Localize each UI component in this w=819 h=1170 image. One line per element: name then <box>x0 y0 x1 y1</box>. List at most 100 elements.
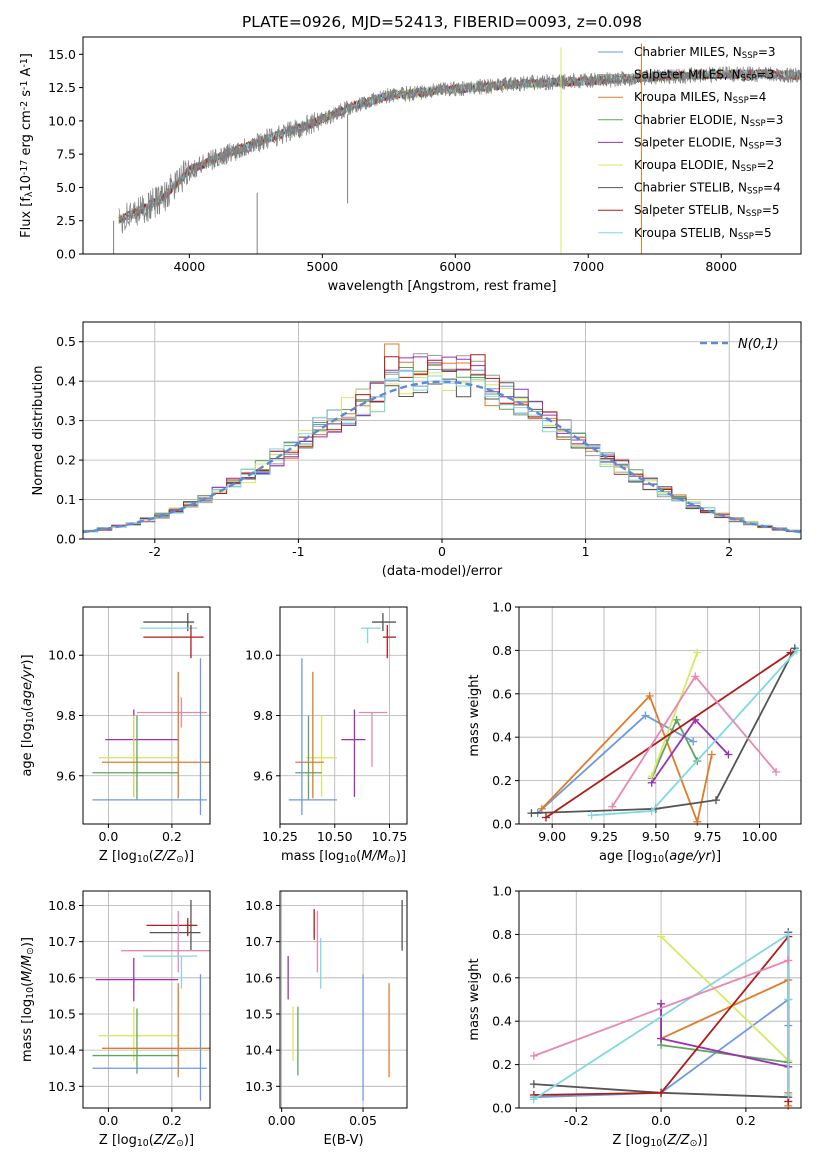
axes-frame <box>518 606 802 825</box>
x-tick-label: 0.2 <box>162 829 182 844</box>
y-tick-label: 0.2 <box>492 1057 512 1072</box>
legend-label: Salpeter ELODIE, NSSP=3 <box>634 135 782 151</box>
x-tick-label: -2 <box>149 544 161 559</box>
y-tick-label: 10.6 <box>48 970 76 985</box>
histogram-step <box>83 369 801 534</box>
plot-area <box>529 928 793 1110</box>
weight-line <box>541 694 713 825</box>
legend-label: Salpeter MILES, NSSP=3 <box>634 68 774 84</box>
x-axis-label: E(B-V) <box>323 1133 363 1148</box>
x-tick-label: 0.00 <box>268 1113 296 1128</box>
y-axis-label: mass weight <box>467 674 482 756</box>
weight-line <box>533 932 790 1101</box>
legend-label: Chabrier STELIB, NSSP=4 <box>634 181 781 197</box>
x-tick-label: 10.75 <box>372 829 408 844</box>
y-tick-label: 10.0 <box>245 648 273 663</box>
plot-area <box>287 900 403 1101</box>
x-tick-label: 9.75 <box>694 829 722 844</box>
y-tick-label: 10.6 <box>245 970 273 985</box>
y-axis-label: age [log10(age/yr)] <box>20 654 36 776</box>
axes-frame <box>279 890 408 1109</box>
y-tick-label: 0.4 <box>56 374 76 389</box>
x-tick-label: 4000 <box>173 259 205 274</box>
x-tick-label: 0.0 <box>651 1113 671 1128</box>
y-tick-label: 10.3 <box>245 1079 273 1094</box>
figure-title: PLATE=0926, MJD=52413, FIBERID=0093, z=0… <box>242 13 642 31</box>
panel-Z-mass: 0.0 0.2 10.3 10.4 10.5 10.6 10.7 10.8 Z [log10(Z… <box>20 890 211 1149</box>
x-tick-label: 10.25 <box>262 829 298 844</box>
y-tick-label: 0.0 <box>492 817 512 832</box>
y-tick-label: 9.6 <box>253 768 273 783</box>
y-tick-label: 0.1 <box>56 492 76 507</box>
panel-mass-age: 10.25 10.50 10.75 9.6 9.8 10.0 mass [log10(M/M… <box>245 606 408 865</box>
plot-area <box>92 900 210 1101</box>
x-tick-label: 6000 <box>439 259 471 274</box>
axes-frame <box>82 890 211 1109</box>
y-axis-label: mass weight <box>467 958 482 1040</box>
axes-frame <box>518 890 802 1109</box>
y-tick-label: 1.0 <box>492 884 512 899</box>
y-tick-label: 0.4 <box>492 1014 512 1029</box>
y-tick-label: 0.0 <box>56 532 76 547</box>
weight-line <box>533 959 789 1057</box>
y-tick-label: 10.7 <box>245 934 273 949</box>
x-tick-label: 0.0 <box>98 1113 118 1128</box>
y-tick-label: 9.8 <box>56 708 76 723</box>
weight-line <box>537 714 694 814</box>
y-tick-label: 7.5 <box>56 147 76 162</box>
panel-Z-age: 0.0 0.2 9.6 9.8 10.0 Z [log10(Z/Z⊙)] age [log1… <box>20 606 211 865</box>
plot-area <box>92 613 210 815</box>
x-tick-label: 2 <box>725 544 733 559</box>
legend-label: N(0,1) <box>738 337 779 352</box>
x-axis-label: Z [log10(Z/Z⊙)] <box>99 849 194 865</box>
y-tick-label: 1.0 <box>492 600 512 615</box>
y-tick-label: 12.5 <box>48 80 76 95</box>
x-tick-label: 0.05 <box>349 1113 377 1128</box>
panel-age-weight: 9.00 9.25 9.50 9.75 10.00 0.0 0.2 0.4 0.6 0.8 1.0 a… <box>467 600 802 865</box>
y-tick-label: 0.8 <box>492 643 512 658</box>
y-tick-label: 0.2 <box>56 453 76 468</box>
y-tick-label: 10.5 <box>245 1006 273 1021</box>
gaussian-curve <box>83 380 801 534</box>
y-axis-label: Flux [fλ10-17 erg cm-2 s-1 A-1] <box>19 53 35 238</box>
x-axis-label: Z [log10(Z/Z⊙)] <box>612 1133 707 1149</box>
weight-line <box>660 935 789 1061</box>
plot-layer: 4000 5000 6000 7000 80000.02.55.07.510.012.5… <box>19 36 802 1149</box>
x-tick-label: 7000 <box>572 259 604 274</box>
legend-label: Kroupa MILES, NSSP=4 <box>634 90 766 106</box>
y-tick-label: 9.6 <box>56 768 76 783</box>
legend-label: Salpeter STELIB, NSSP=5 <box>634 203 780 219</box>
x-tick-label: 10.50 <box>317 829 353 844</box>
weight-line <box>545 651 792 819</box>
y-axis-label: mass [log10(M/M⊙)] <box>20 937 36 1062</box>
x-tick-label: 0.2 <box>162 1113 182 1128</box>
x-tick-label: 8000 <box>705 259 737 274</box>
x-tick-label: 1 <box>582 544 590 559</box>
x-tick-label: 0.2 <box>736 1113 756 1128</box>
panel-spectrum: 4000 5000 6000 7000 8000 0.0 2.5 5.0 7.5 10.0 12.5… <box>19 36 802 294</box>
plot-area <box>527 644 801 826</box>
y-tick-label: 10.8 <box>245 898 273 913</box>
y-tick-label: 5.0 <box>56 180 76 195</box>
plot-area <box>113 43 801 254</box>
y-tick-label: 10.3 <box>48 1079 76 1094</box>
y-tick-label: 10.0 <box>48 648 76 663</box>
x-tick-label: -1 <box>292 544 304 559</box>
y-tick-label: 0.4 <box>492 730 512 745</box>
y-tick-label: 0.6 <box>492 970 512 985</box>
y-tick-label: 2.5 <box>56 213 76 228</box>
x-tick-label: 9.00 <box>538 829 566 844</box>
plot-area <box>288 613 397 815</box>
x-axis-label: Z [log10(Z/Z⊙)] <box>99 1133 194 1149</box>
plot-area <box>83 343 801 535</box>
x-axis-label: (data-model)/error <box>382 564 503 579</box>
x-tick-label: 0 <box>438 544 446 559</box>
y-tick-label: 0.6 <box>492 686 512 701</box>
legend-label: Kroupa ELODIE, NSSP=2 <box>634 158 774 174</box>
x-axis-label: age [log10(age/yr)] <box>599 849 721 865</box>
y-tick-label: 10.8 <box>48 898 76 913</box>
weight-line <box>650 652 699 777</box>
x-tick-label: 9.50 <box>642 829 670 844</box>
x-axis-label: wavelength [Angstrom, rest frame] <box>328 279 557 294</box>
